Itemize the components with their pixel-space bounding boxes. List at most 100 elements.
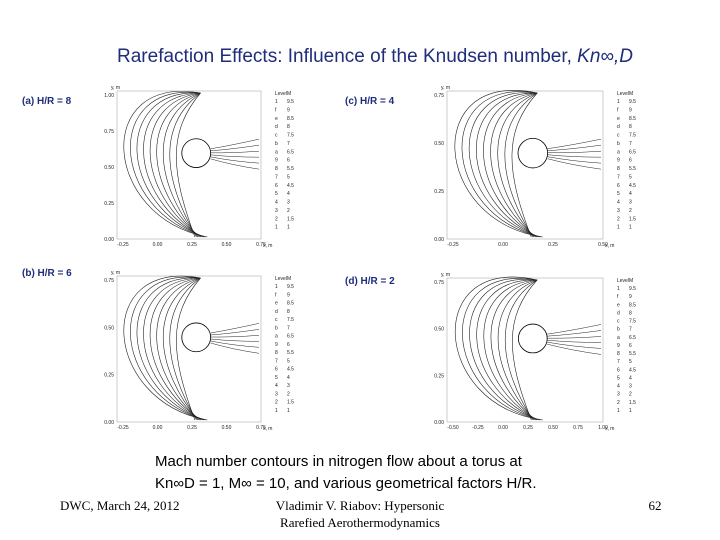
legend-cell: 9.5 <box>287 99 294 105</box>
legend-cell: 1.5 <box>629 400 636 406</box>
y-tick-label: 0.75 <box>104 129 114 135</box>
wake-line <box>547 324 602 335</box>
legend-cell: 7 <box>275 174 278 180</box>
legend-cell: 5 <box>275 375 278 381</box>
x-tick-label: 0.50 <box>598 242 608 248</box>
contour-line <box>483 279 538 421</box>
legend-cell: 2 <box>629 392 632 398</box>
legend-cell: 6 <box>617 183 620 189</box>
legend-cell: 7.5 <box>629 133 636 139</box>
wake-line <box>547 336 602 339</box>
legend-cell: 8 <box>617 351 620 357</box>
legend-cell: 5 <box>275 191 278 197</box>
legend-cell: d <box>275 124 278 130</box>
legend-cell: 1 <box>617 408 620 414</box>
legend-cell: e <box>275 301 278 307</box>
caption-line: Kn∞D = 1, M∞ = 10, and various geometric… <box>155 475 537 492</box>
legend-cell: 9.5 <box>629 99 636 105</box>
legend-cell: 1 <box>629 408 632 414</box>
legend-cell: e <box>617 116 620 122</box>
contour-line <box>156 92 201 238</box>
legend-cell: 4.5 <box>287 367 294 373</box>
x-tick-label: 0.25 <box>187 425 197 431</box>
contour-line <box>504 279 538 421</box>
title-symbol: Kn∞,D <box>577 46 633 67</box>
legend-cell: 7.5 <box>287 317 294 323</box>
axis-label: y, m <box>111 270 120 276</box>
x-tick-label: 0.50 <box>222 425 232 431</box>
y-tick-label: 0.00 <box>434 237 444 243</box>
wake-line <box>547 138 602 149</box>
legend-cell: 2 <box>617 216 620 222</box>
legend-cell: 5.5 <box>287 350 294 356</box>
contour-line <box>176 277 201 421</box>
legend-cell: c <box>617 133 620 139</box>
wake-line <box>210 138 260 150</box>
x-tick-label: -0.50 <box>447 425 459 431</box>
x-tick-label: 0.50 <box>548 425 558 431</box>
x-tick-label: 0.75 <box>256 425 266 431</box>
legend-cell: 7 <box>617 359 620 365</box>
legend-cell: c <box>275 317 278 323</box>
legend-cell: 3 <box>617 392 620 398</box>
legend-cell: 5 <box>629 174 632 180</box>
legend-cell: 9 <box>629 294 632 300</box>
legend-cell: 5 <box>287 174 290 180</box>
legend-cell: 4 <box>287 191 290 197</box>
wake-line <box>210 342 260 354</box>
legend-cell: c <box>617 319 620 325</box>
legend-cell: 6 <box>287 158 290 164</box>
contour-line <box>169 277 201 421</box>
legend-cell: 4 <box>629 375 632 381</box>
contour-plot: y, mx, m0.750.500.250.00-0.25 0.00 0.25 0.5… <box>104 270 294 432</box>
wake-line <box>210 144 260 152</box>
y-tick-label: 0.50 <box>104 325 114 331</box>
legend-cell: 1.5 <box>287 400 294 406</box>
wake-line <box>210 154 260 158</box>
contour-line <box>169 92 201 238</box>
wake-line <box>547 150 602 154</box>
contour-line <box>497 92 538 238</box>
legend-cell: 6.5 <box>287 149 294 155</box>
torus-section <box>517 323 548 354</box>
y-tick-label: 1.00 <box>104 93 114 99</box>
contour-line <box>504 92 538 238</box>
legend-cell: 8 <box>629 124 632 130</box>
legend-cell: e <box>275 116 278 122</box>
y-tick-label: 0.75 <box>434 93 444 99</box>
legend-cell: 3 <box>629 384 632 390</box>
panel-label: (c) H/R = 4 <box>345 96 395 107</box>
axis-label: y, m <box>441 85 450 91</box>
legend-cell: 5.5 <box>629 166 636 172</box>
legend-cell: 8.5 <box>287 116 294 122</box>
legend-cell: 5 <box>287 358 290 364</box>
wake-line <box>547 343 602 355</box>
wake-line <box>210 158 260 170</box>
y-tick-label: 0.25 <box>104 201 114 207</box>
legend-cell: 4 <box>275 383 278 389</box>
contour-line <box>497 279 538 421</box>
legend-cell: 7.5 <box>287 133 294 139</box>
legend-cell: 1 <box>275 408 278 414</box>
contour-line <box>483 92 538 238</box>
legend-cell: 8 <box>287 309 290 315</box>
wake-line <box>210 323 260 334</box>
legend-cell: 1 <box>287 408 290 414</box>
wake-line <box>210 338 260 342</box>
legend-cell: 5 <box>629 359 632 365</box>
legend-cell: 9 <box>275 158 278 164</box>
legend-cell: 9 <box>287 107 290 113</box>
x-tick-label: 0.00 <box>153 425 163 431</box>
x-tick-label: 0.50 <box>222 242 232 248</box>
y-tick-label: 0.50 <box>434 141 444 147</box>
legend-cell: a <box>617 335 620 341</box>
x-tick-label: 0.25 <box>523 425 533 431</box>
axis-label: x, m <box>263 426 272 432</box>
legend-header: Level <box>275 91 287 97</box>
contour-line <box>490 92 538 238</box>
wake-line <box>210 340 260 348</box>
legend-cell: e <box>617 302 620 308</box>
wake-line <box>547 341 602 349</box>
torus-section <box>181 138 212 168</box>
